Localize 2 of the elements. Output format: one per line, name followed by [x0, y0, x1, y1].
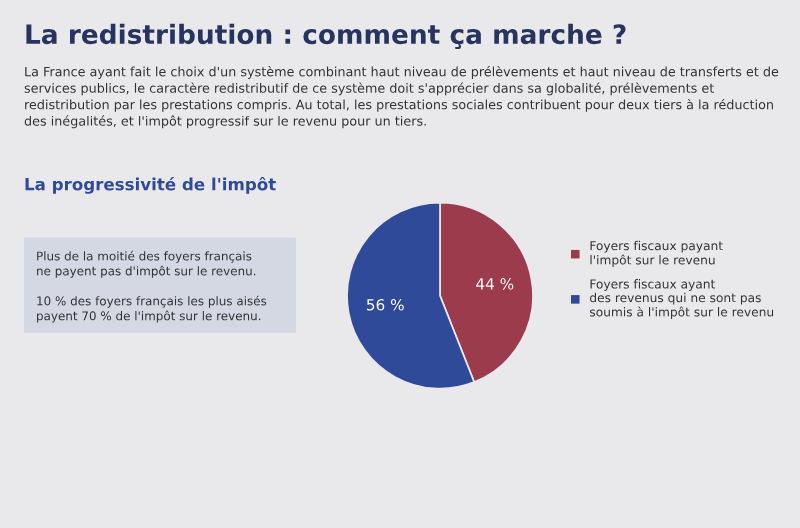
text: La progressivité de l'impôt [25, 176, 276, 194]
chart-title: La redistribution : comment ça marche ? [26, 23, 626, 49]
